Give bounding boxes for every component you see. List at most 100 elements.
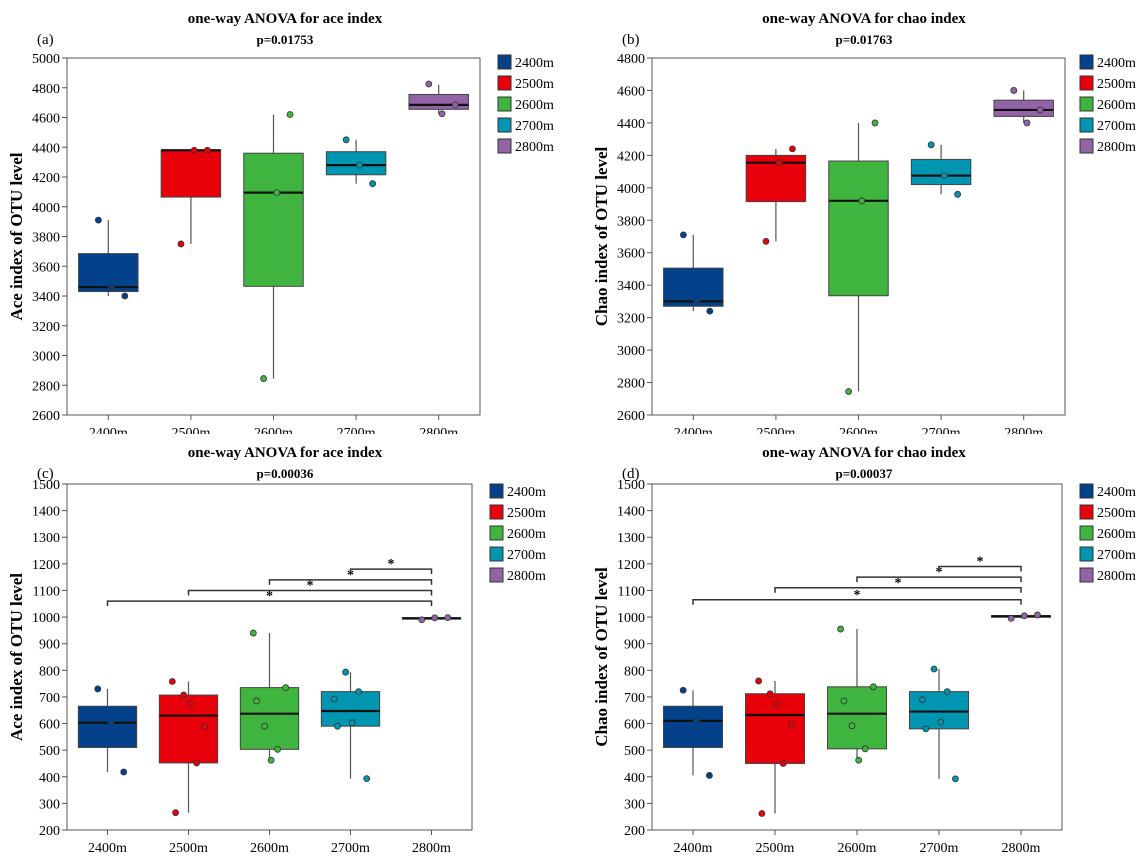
data-point [94, 685, 102, 693]
data-point [172, 809, 179, 817]
legend-label: 2600m [1097, 98, 1136, 113]
legend-swatch-2600m [1079, 96, 1094, 112]
y-axis-label: Ace index of OTU level [7, 573, 26, 741]
data-point [937, 718, 945, 726]
data-point [260, 375, 267, 382]
data-point [679, 686, 687, 694]
y-tick-label: 3600 [617, 247, 645, 262]
legend-swatch-2800m [1079, 138, 1094, 154]
box-2600m [239, 687, 300, 750]
y-tick-label: 600 [39, 718, 60, 733]
data-point [451, 101, 459, 109]
data-point [1007, 615, 1015, 622]
x-tick-label: 2600m [838, 841, 877, 856]
data-point [775, 159, 783, 167]
x-tick-label: 2700m [331, 841, 370, 856]
chart-title: one-way ANOVA for ace index [188, 445, 383, 461]
box-2500m [160, 149, 222, 198]
y-tick-label: 3800 [32, 231, 60, 246]
data-point [273, 189, 281, 197]
data-point [342, 668, 350, 676]
y-tick-label: 2600 [617, 409, 645, 424]
chart-panel-d: one-way ANOVA for chao index p=0.00037 (d)… [574, 434, 1148, 868]
y-tick-label: 800 [624, 664, 645, 679]
significance-star: * [936, 565, 943, 580]
legend-swatch-2500m [489, 504, 504, 520]
box-2600m [826, 686, 888, 750]
legend-swatch-2400m [1079, 54, 1094, 70]
data-point [869, 683, 877, 691]
y-tick-label: 1100 [33, 584, 60, 599]
data-point [848, 722, 856, 730]
legend-label: 2400m [507, 485, 546, 500]
y-tick-label: 1400 [32, 505, 60, 520]
data-point [861, 745, 869, 753]
data-point [286, 111, 294, 118]
data-point [1036, 106, 1044, 114]
chart-panel-c: one-way ANOVA for ace index p=0.00036 (c) 2… [0, 434, 574, 868]
legend-label: 2700m [1097, 548, 1136, 563]
y-tick-label: 4400 [32, 141, 60, 156]
legend-swatch-2500m [1079, 75, 1094, 91]
boxplot-svg: one-way ANOVA for chao index p=0.01763 (b)… [592, 11, 1136, 434]
data-point [845, 388, 852, 395]
data-point [930, 665, 938, 673]
legend-swatch-2500m [497, 75, 512, 91]
data-point [120, 768, 128, 776]
data-point [919, 696, 927, 703]
x-tick-label: 2400m [674, 841, 713, 856]
data-point [363, 775, 371, 783]
y-tick-label: 600 [624, 718, 645, 733]
box-2800m [408, 93, 469, 110]
y-tick-label: 4800 [617, 52, 645, 67]
y-tick-label: 1000 [32, 611, 60, 626]
y-tick-label: 4600 [617, 84, 645, 99]
legend-swatch-2700m [1079, 546, 1094, 562]
x-tick-label: 2800m [1004, 426, 1043, 434]
y-tick-label: 1300 [617, 531, 645, 546]
legend-swatch-2700m [1079, 117, 1094, 133]
y-tick-label: 3400 [617, 279, 645, 294]
data-point [334, 722, 341, 730]
data-point [438, 110, 446, 118]
panel-label: (b) [622, 32, 640, 48]
box-2400m [663, 267, 724, 307]
chart-title: one-way ANOVA for chao index [762, 445, 966, 461]
x-tick-label: 2800m [1002, 841, 1041, 856]
data-point [927, 141, 935, 149]
y-tick-label: 700 [624, 691, 645, 706]
data-point [789, 145, 796, 153]
boxplot-svg: one-way ANOVA for ace index p=0.01753 (a) 2… [7, 11, 554, 434]
y-tick-label: 4400 [617, 117, 645, 132]
significance-bracket [268, 579, 433, 585]
y-tick-label: 3400 [32, 290, 60, 305]
legend-label: 2400m [1097, 485, 1136, 500]
significance-star: * [266, 589, 273, 604]
box-2600m [828, 160, 889, 297]
significance-star: * [895, 576, 902, 591]
y-tick-label: 1500 [32, 478, 60, 493]
data-point [190, 146, 198, 154]
y-tick-label: 4000 [617, 182, 645, 197]
significance-bracket [774, 587, 1022, 593]
x-tick-label: 2700m [337, 426, 376, 434]
data-point [355, 688, 363, 696]
legend-swatch-2600m [1079, 525, 1094, 541]
x-tick-label: 2400m [674, 426, 713, 434]
y-tick-label: 700 [39, 691, 60, 706]
legend-label: 2600m [507, 527, 546, 542]
legend-swatch-2400m [497, 54, 512, 70]
legend-label: 2500m [1097, 77, 1136, 92]
data-point [922, 725, 930, 733]
data-point [855, 756, 863, 764]
data-point [871, 119, 879, 127]
chart-panel-a: one-way ANOVA for ace index p=0.01753 (a) 2… [0, 0, 574, 434]
legend-label: 2400m [515, 56, 554, 71]
data-point [369, 180, 377, 188]
data-point [94, 216, 102, 224]
data-point [261, 722, 269, 730]
significance-bracket [692, 599, 1022, 605]
legend-label: 2700m [507, 548, 546, 563]
x-tick-label: 2600m [839, 426, 878, 434]
legend-label: 2600m [1097, 527, 1136, 542]
